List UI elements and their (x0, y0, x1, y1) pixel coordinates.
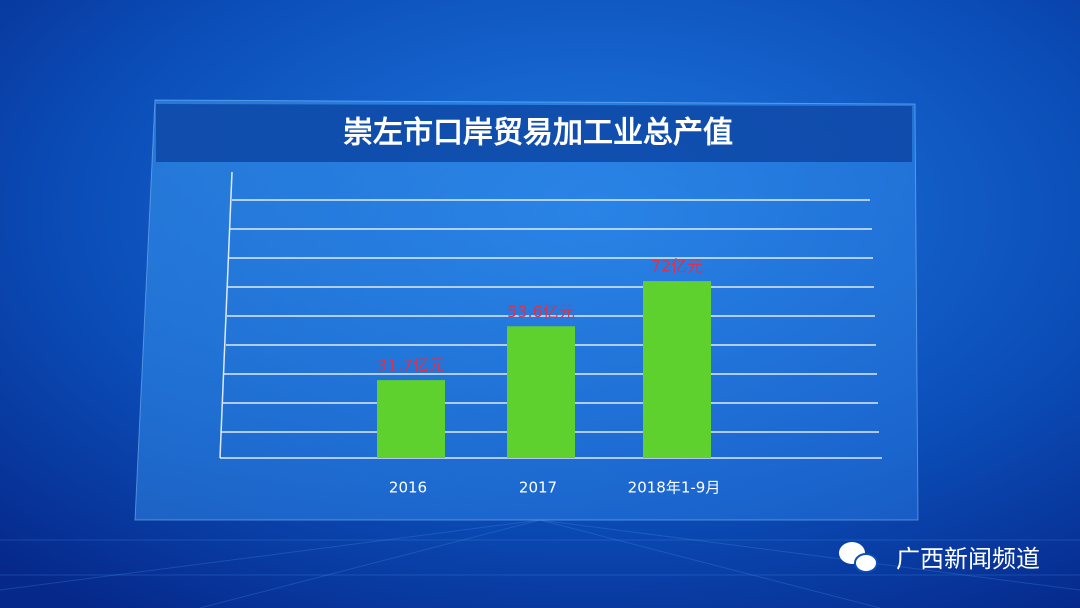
value-label: 31.7亿元 (377, 356, 445, 375)
value-label: 53.6亿元 (507, 302, 575, 321)
watermark: 广西新闻频道 (896, 545, 1040, 573)
x-tick-label: 2018年1-9月 (628, 479, 721, 497)
title-bar (156, 104, 912, 162)
bar (507, 326, 575, 458)
x-tick-label: 2016 (389, 479, 427, 497)
value-label: 72亿元 (651, 257, 703, 276)
bar (643, 281, 711, 458)
chart-title: 崇左市口岸贸易加工业总产值 (343, 116, 733, 151)
panel (134, 99, 919, 521)
x-tick-label: 2017 (519, 479, 557, 497)
bar (377, 380, 445, 458)
wechat-icon (839, 542, 878, 573)
floor-grid (0, 519, 1080, 608)
